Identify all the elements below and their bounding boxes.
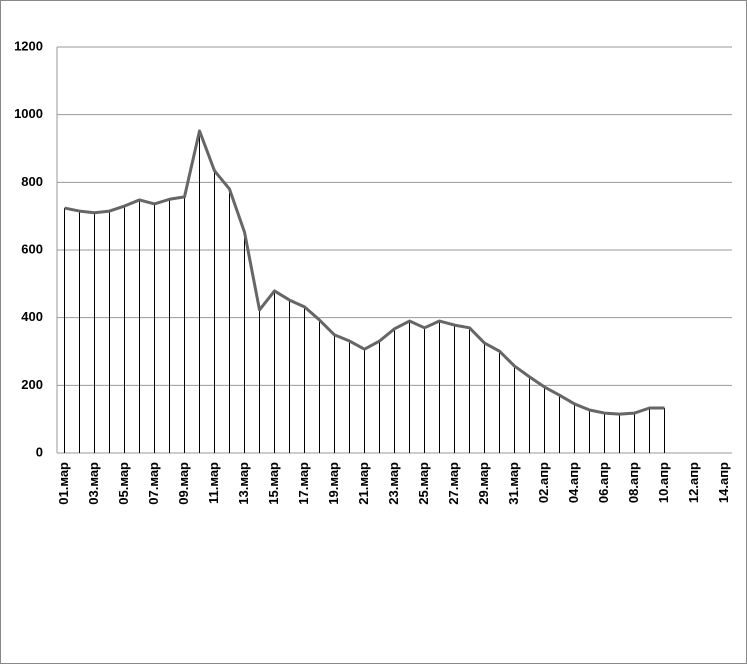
x-tick-label: 03.мар: [86, 462, 101, 505]
y-tick-label: 200: [21, 377, 43, 392]
x-tick-label: 01.мар: [56, 462, 71, 505]
x-tick-label: 17.мар: [296, 462, 311, 505]
x-tick-label: 25.мар: [416, 462, 431, 505]
x-tick-label: 02.апр: [536, 462, 551, 503]
x-tick-label: 19.мар: [326, 462, 341, 505]
y-tick-label: 1200: [14, 38, 43, 53]
x-tick-label: 05.мар: [116, 462, 131, 505]
x-tick-label: 08.апр: [626, 462, 641, 503]
line-series: [64, 129, 665, 416]
x-tick-label: 09.мар: [176, 462, 191, 505]
x-tick-label: 15.мар: [266, 462, 281, 505]
x-tick-label: 14.апр: [716, 462, 731, 503]
y-tick-label: 600: [21, 241, 43, 256]
y-tick-label: 0: [36, 444, 43, 459]
x-tick-label: 27.мар: [446, 462, 461, 505]
x-tick-label: 10.апр: [656, 462, 671, 503]
x-tick-label: 13.мар: [236, 462, 251, 505]
x-tick-label: 21.мар: [356, 462, 371, 505]
y-tick-label: 400: [21, 309, 43, 324]
y-tick-label: 1000: [14, 106, 43, 121]
y-tick-label: 800: [21, 174, 43, 189]
x-tick-label: 23.мар: [386, 462, 401, 505]
x-tick-label: 29.мар: [476, 462, 491, 505]
x-tick-label: 04.апр: [566, 462, 581, 503]
x-tick-label: 06.апр: [596, 462, 611, 503]
x-tick-label: 31.мар: [506, 462, 521, 505]
x-tick-label: 11.мар: [206, 462, 221, 504]
x-tick-label: 07.мар: [146, 462, 161, 505]
x-tick-label: 12.апр: [686, 462, 701, 503]
